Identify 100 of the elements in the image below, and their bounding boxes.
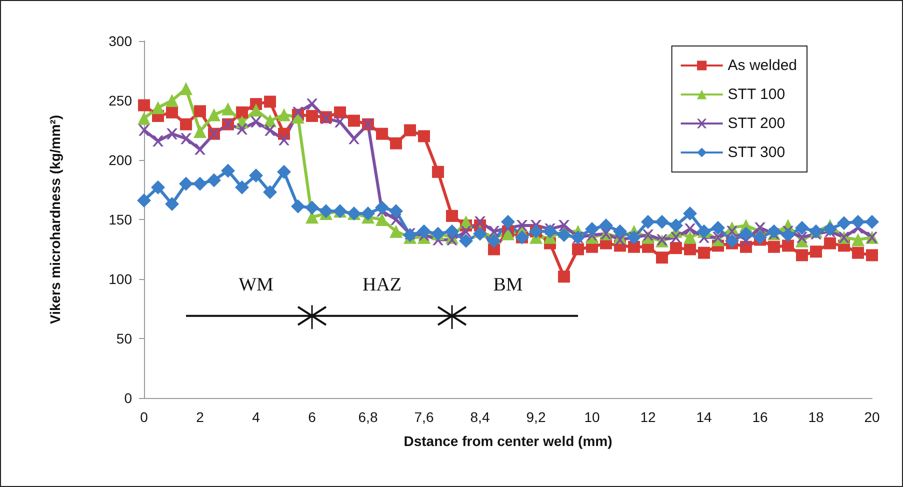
point (194, 144, 206, 155)
point (753, 230, 767, 244)
point (376, 128, 388, 140)
point (796, 232, 808, 243)
point (656, 252, 668, 264)
point (585, 222, 599, 236)
point (669, 218, 683, 232)
y-tick-label: 200 (108, 152, 132, 168)
point (726, 226, 738, 237)
point (683, 206, 697, 221)
point (725, 234, 739, 248)
point (684, 230, 696, 244)
point (516, 220, 528, 231)
point (599, 218, 613, 232)
point (824, 237, 836, 250)
annotation: BM (493, 274, 523, 296)
point (474, 216, 486, 228)
legend-label: STT 100 (728, 86, 786, 103)
point (473, 226, 487, 241)
point (670, 242, 682, 254)
point (319, 204, 333, 218)
point (193, 176, 207, 191)
point (151, 180, 165, 194)
point (641, 214, 655, 229)
point (207, 173, 221, 188)
annotation: WM (238, 274, 274, 296)
point (796, 249, 808, 262)
x-tick-label: 12 (640, 409, 656, 425)
point (739, 226, 753, 241)
point (823, 222, 837, 236)
point (768, 240, 780, 253)
annotation: HAZ (362, 274, 402, 296)
point (137, 193, 151, 208)
point (837, 216, 851, 230)
point (376, 213, 388, 226)
x-tick-label: 8,4 (470, 409, 490, 425)
point (417, 224, 431, 238)
point (334, 116, 346, 128)
y-tick-label: 50 (116, 330, 132, 346)
point (543, 224, 557, 238)
point (264, 124, 276, 136)
point (795, 220, 809, 235)
point (221, 164, 235, 178)
point (698, 246, 710, 259)
x-tick-label: 16 (752, 409, 768, 425)
point (852, 233, 864, 246)
point (166, 94, 178, 107)
point (180, 118, 192, 130)
x-axis-title: Dstance from center weld (mm) (404, 433, 612, 449)
point (572, 243, 584, 256)
point (767, 224, 781, 238)
point (138, 124, 150, 136)
point (781, 228, 795, 242)
y-tick-label: 150 (108, 212, 132, 228)
x-tick-label: 10 (584, 409, 600, 425)
point (306, 110, 318, 122)
point (558, 220, 570, 231)
x-tick-label: 6,8 (358, 409, 378, 425)
x-tick-label: 2 (196, 409, 204, 425)
point (432, 166, 444, 178)
point (487, 234, 501, 248)
point (754, 222, 766, 234)
point (389, 204, 403, 218)
point (166, 128, 178, 140)
point (418, 130, 430, 142)
point (501, 214, 515, 229)
point (670, 232, 682, 243)
point (557, 228, 571, 242)
y-tick-label: 300 (108, 33, 132, 49)
point (278, 108, 290, 122)
point (250, 104, 262, 117)
point (138, 99, 150, 112)
y-tick-label: 100 (108, 271, 132, 287)
point (152, 135, 164, 146)
point (348, 133, 360, 144)
point (852, 246, 864, 259)
point (684, 243, 696, 256)
point (291, 199, 305, 214)
point (179, 176, 193, 191)
point (810, 246, 822, 258)
point (278, 134, 290, 146)
point (292, 106, 304, 118)
y-tick-label: 250 (108, 92, 132, 108)
point (446, 210, 458, 222)
point (334, 106, 346, 118)
point (180, 82, 192, 96)
y-axis-title: Vikers microhardness (kg/mm²) (47, 114, 63, 324)
point (390, 137, 402, 150)
point (194, 105, 206, 118)
point (306, 98, 318, 110)
point (655, 214, 669, 229)
point (222, 102, 234, 116)
point (684, 224, 696, 235)
y-tick-label: 0 (124, 390, 132, 406)
x-tick-label: 18 (808, 409, 824, 425)
x-tick-label: 4 (252, 409, 260, 425)
point (445, 224, 459, 238)
x-tick-label: 6 (308, 409, 316, 425)
point (642, 229, 654, 240)
x-tick-label: 0 (140, 409, 148, 425)
